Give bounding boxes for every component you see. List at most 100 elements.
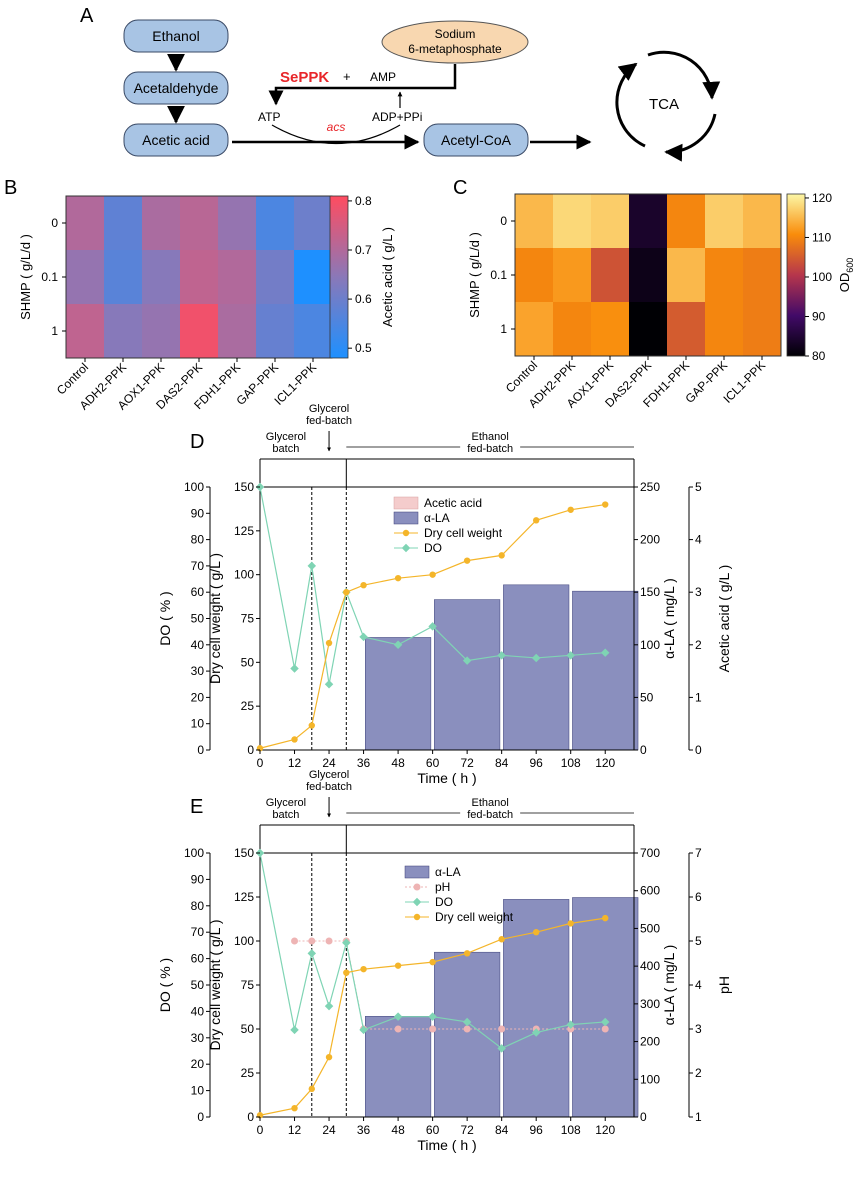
- do-axis-label: DO ( % ): [157, 591, 173, 645]
- phase-label-glycerol-batch-1: Glycerol: [266, 797, 306, 809]
- do-point: [462, 1017, 472, 1027]
- y-axis-label: SHMP ( g/L/d ): [467, 232, 482, 318]
- colorbar-label-sub: 600: [845, 258, 855, 273]
- y-tick-label: 0: [51, 216, 58, 230]
- panel-label: B: [4, 177, 17, 199]
- plus-label: +: [343, 69, 351, 84]
- heatmap-cell: [104, 304, 143, 359]
- legend-label: pH: [435, 880, 450, 894]
- x-axis-label: Time ( h ): [417, 1137, 476, 1153]
- do-tick-label: 0: [197, 743, 204, 757]
- la-bar: [434, 599, 501, 751]
- legend-marker-do: [412, 897, 422, 907]
- colorbar-tick-label: 0.6: [355, 292, 372, 306]
- heatmap-cell: [743, 194, 782, 249]
- heatmap-cell: [591, 194, 630, 249]
- legend-label: Dry cell weight: [424, 526, 503, 540]
- dcw-point: [463, 557, 471, 564]
- x-tick-label: ICL1-PPK: [720, 358, 768, 406]
- heatmap-cell: [667, 302, 706, 357]
- la-tick-label: 50: [640, 690, 654, 704]
- atp-adp-curve: [271, 124, 401, 145]
- do-point: [531, 1028, 541, 1037]
- heatmap-cell: [104, 196, 143, 251]
- do-tick-label: 30: [191, 664, 205, 678]
- legend-label: Acetic acid: [424, 496, 482, 510]
- x-tick-label: 24: [322, 756, 336, 770]
- la-tick-label: 0: [640, 743, 647, 757]
- do-tick-label: 50: [191, 978, 205, 992]
- heatmap-cell: [629, 302, 668, 357]
- do-tick-label: 90: [191, 506, 205, 520]
- x-tick-label: 0: [257, 756, 264, 770]
- do-point: [290, 664, 299, 673]
- legend-label: α-LA: [435, 865, 461, 879]
- heatmap-cell: [705, 248, 744, 303]
- dcw-point: [291, 736, 298, 743]
- heatmap-cell: [515, 248, 554, 303]
- heatmap-cell: [256, 250, 295, 305]
- heatmap-cell: [256, 304, 295, 359]
- y-tick-label: 1: [51, 324, 58, 338]
- dcw-point: [463, 950, 471, 957]
- dcw-tick-label: 75: [241, 612, 255, 626]
- la-tick-label: 0: [640, 1110, 647, 1124]
- do-tick-label: 30: [191, 1031, 205, 1045]
- acetic-acid-label: Acetic acid: [142, 132, 210, 148]
- acetic-tick-label: 4: [695, 533, 702, 547]
- do-point: [566, 651, 575, 660]
- phase-label-glycerol-fed-2: fed-batch: [306, 415, 352, 427]
- heatmap-cell: [294, 250, 333, 305]
- heatmap-cell: [553, 302, 592, 357]
- do-point: [497, 651, 506, 660]
- la-bar: [503, 899, 570, 1118]
- heatmap-cell: [66, 250, 105, 305]
- do-point: [600, 648, 610, 657]
- acetyl-coa-label: Acetyl-CoA: [441, 132, 512, 148]
- heatmap-cell: [142, 304, 181, 359]
- do-tick-label: 10: [191, 717, 205, 731]
- do-tick-label: 20: [191, 690, 205, 704]
- ethanol-box: [123, 19, 229, 53]
- phase-label-ethanol-fed-2: fed-batch: [467, 443, 513, 455]
- ph-tick-label: 3: [695, 1022, 702, 1036]
- x-tick-label: 36: [357, 756, 371, 770]
- do-tick-label: 80: [191, 533, 205, 547]
- phase-label-glycerol-batch-2: batch: [272, 443, 299, 455]
- do-tick-label: 40: [191, 1004, 205, 1018]
- acetaldehyde-label: Acetaldehyde: [134, 80, 219, 96]
- panel-b: B00.11ControlADH2-PPKAOX1-PPKDAS2-PPKFDH…: [4, 177, 395, 413]
- ph-tick-label: 7: [695, 846, 702, 860]
- ethanol-label: Ethanol: [152, 28, 199, 44]
- la-bar: [572, 897, 639, 1118]
- x-tick-label: 84: [495, 756, 509, 770]
- dcw-tick-label: 0: [247, 743, 254, 757]
- do-tick-label: 20: [191, 1057, 205, 1071]
- heatmap-cell: [591, 248, 630, 303]
- heatmap-cell: [180, 304, 219, 359]
- acetic-tick-label: 5: [695, 480, 702, 494]
- x-tick-label: 12: [288, 1123, 302, 1137]
- dcw-tick-label: 100: [234, 568, 254, 582]
- dcw-tick-label: 125: [234, 890, 254, 904]
- acetyl-coa-box: [423, 123, 529, 157]
- acetic-tick-label: 0: [695, 743, 702, 757]
- do-tick-label: 50: [191, 612, 205, 626]
- dcw-point: [567, 506, 574, 513]
- sodium-metaphosphate-ellipse: [381, 20, 529, 64]
- do-point: [307, 949, 317, 958]
- la-bar: [365, 637, 432, 751]
- la-tick-label: 300: [640, 997, 660, 1011]
- heatmap-cell: [591, 302, 630, 357]
- y-tick-label: 0.1: [490, 268, 507, 282]
- x-tick-label: 48: [391, 1123, 405, 1137]
- x-tick-label: 108: [561, 1123, 581, 1137]
- do-tick-label: 10: [191, 1084, 205, 1098]
- dcw-point: [394, 574, 402, 582]
- y-tick-label: 1: [500, 322, 507, 336]
- ph-tick-label: 4: [695, 978, 702, 992]
- heatmap-cell: [180, 250, 219, 305]
- dcw-point: [567, 920, 574, 927]
- x-tick-label: Control: [503, 358, 540, 395]
